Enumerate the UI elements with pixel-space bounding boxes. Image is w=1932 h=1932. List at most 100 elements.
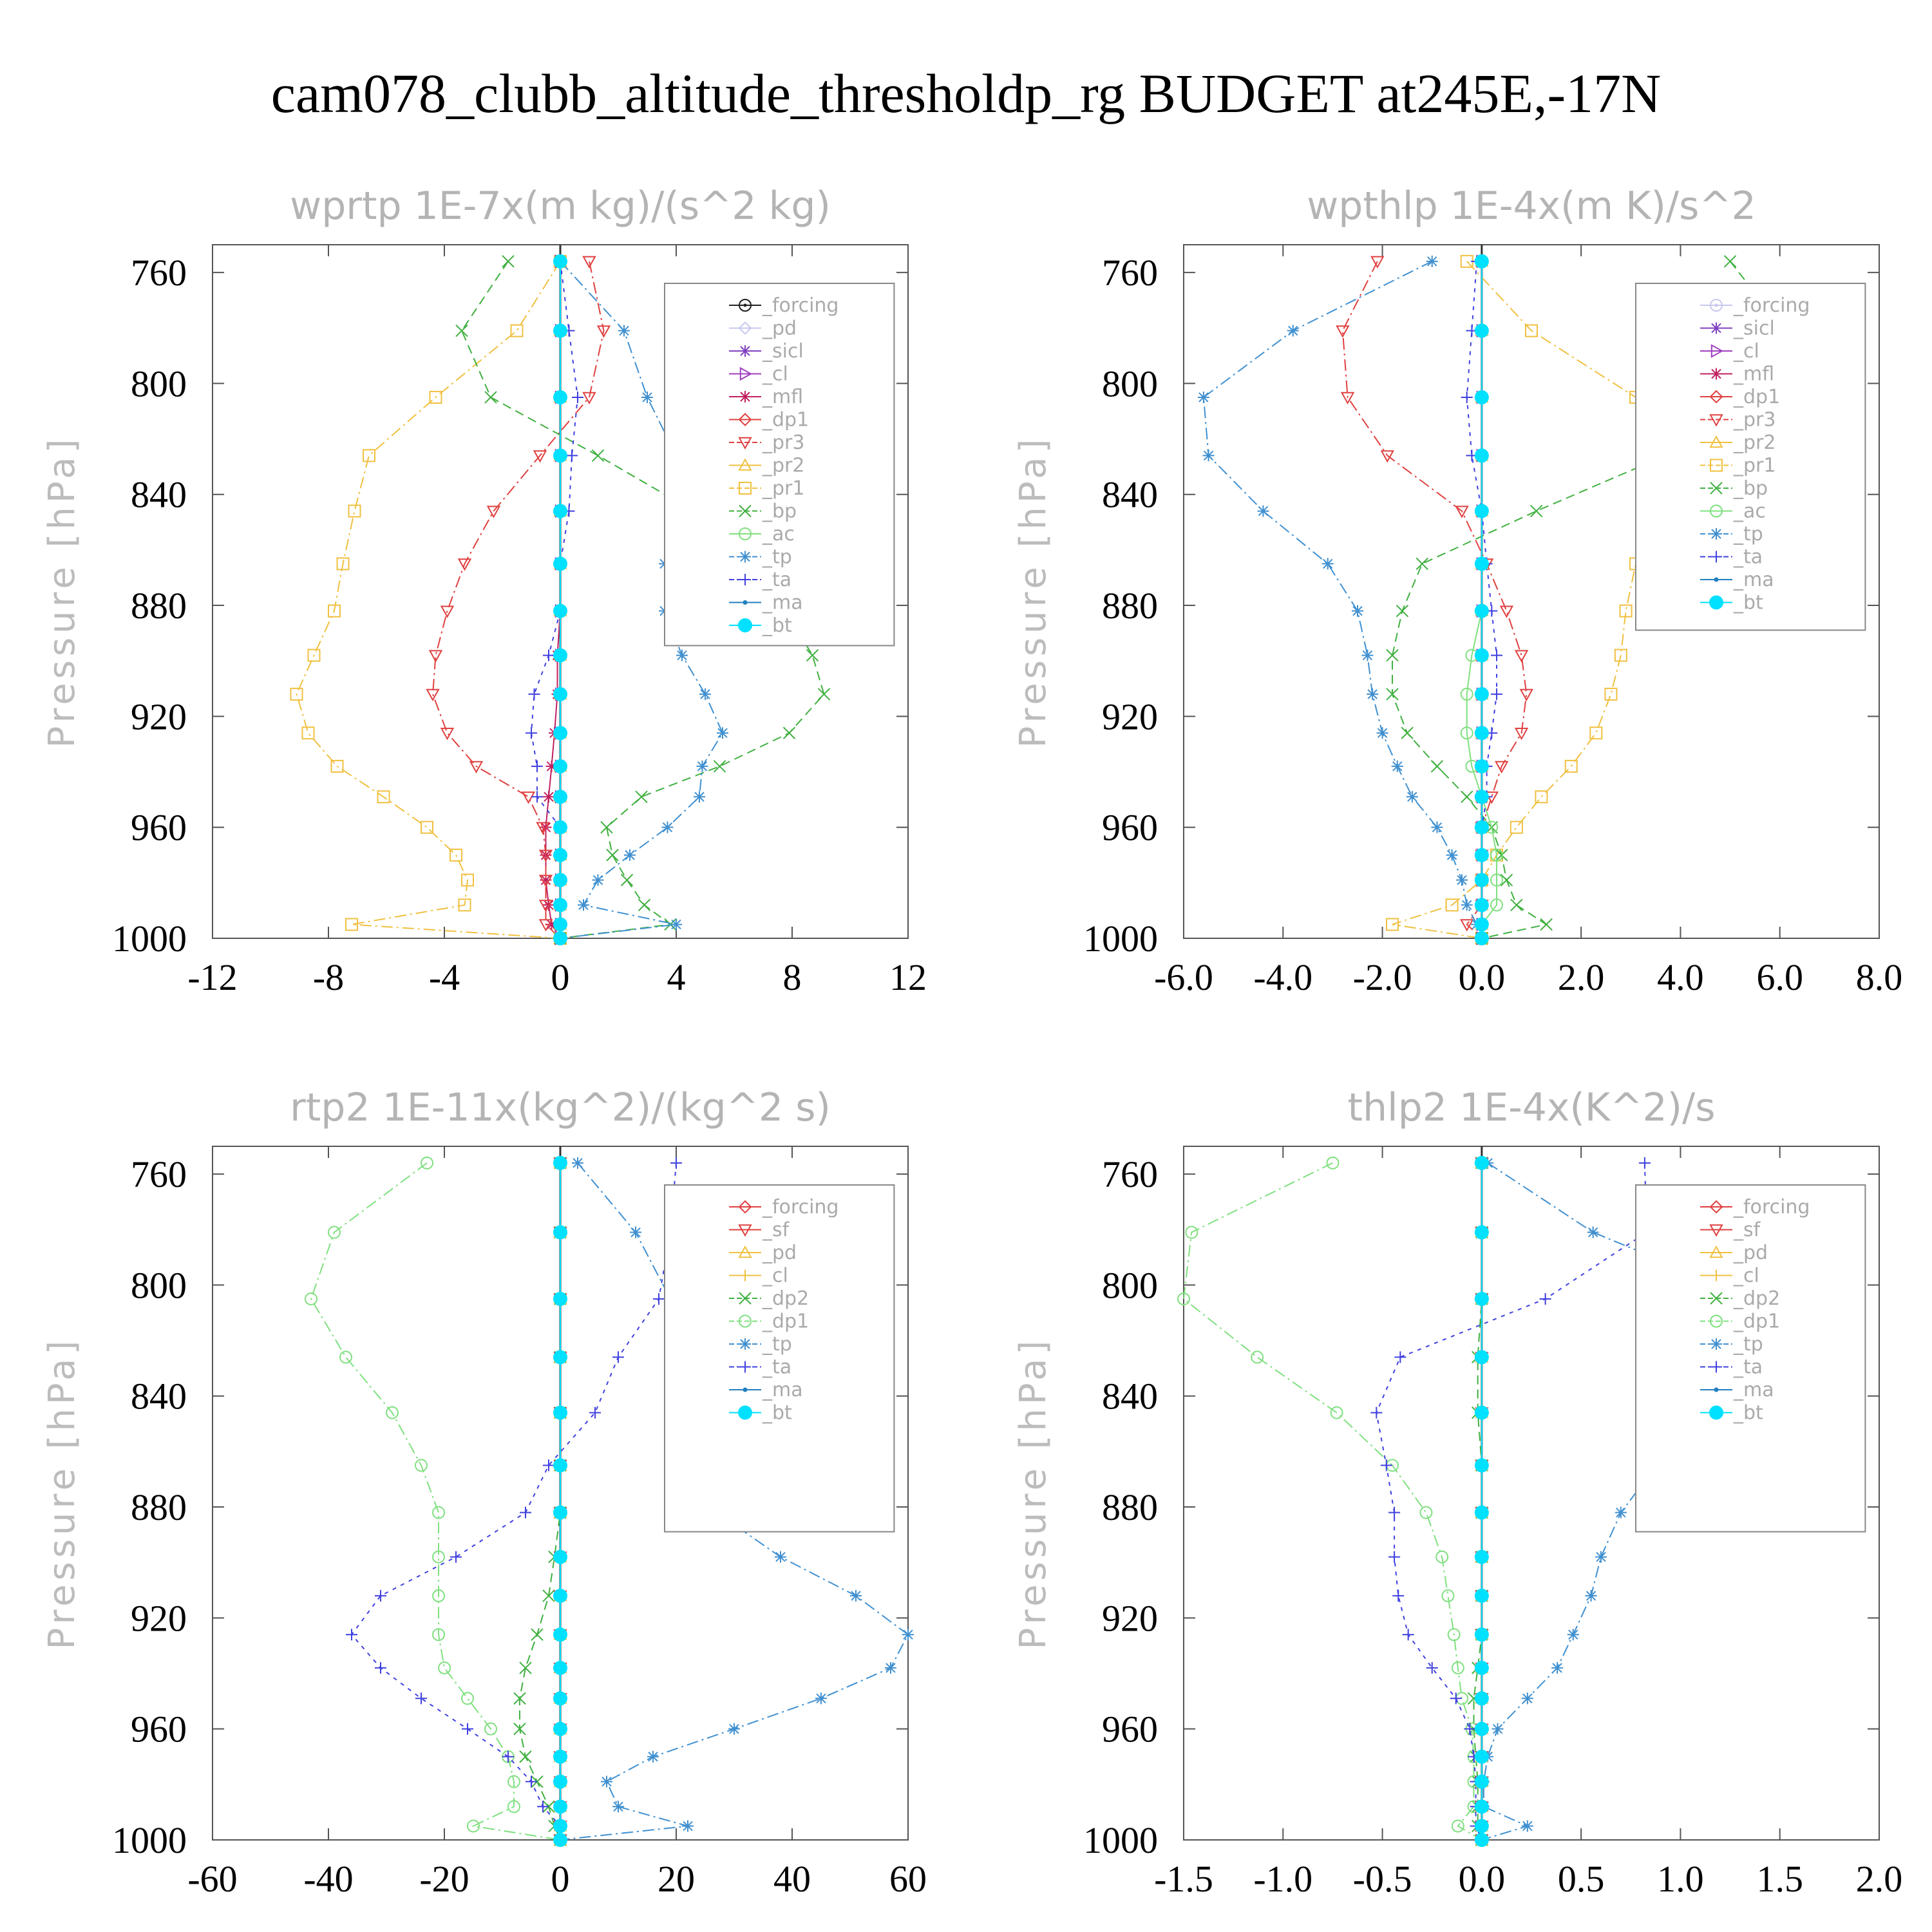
legend-label: _ma: [762, 592, 803, 614]
legend-entry: _bt: [729, 614, 792, 637]
legend-marker: [1710, 1269, 1722, 1282]
y-tick-label: 800: [131, 363, 187, 404]
data-point: [545, 760, 558, 772]
series-line: [1182, 1162, 1482, 1841]
data-point: [553, 898, 567, 913]
panel-title: wprtp 1E-7x(m kg)/(s^2 kg): [290, 184, 831, 229]
legend-entry: _pr3: [1700, 409, 1776, 431]
data-point: [553, 1405, 567, 1420]
series-line: [1376, 1162, 1648, 1841]
series-dp2: [1467, 1157, 1488, 1846]
data-point: [484, 1722, 497, 1736]
data-point: [1551, 1662, 1564, 1674]
data-point: [1474, 1799, 1489, 1814]
series-tp: [1197, 255, 1488, 944]
legend-label: _bt: [762, 1402, 792, 1425]
data-point: [775, 1551, 786, 1563]
data-point: [1461, 790, 1473, 803]
legend-marker: [739, 366, 753, 381]
x-tick-label: -20: [419, 1858, 469, 1900]
data-point: [1490, 898, 1503, 912]
data-point: [377, 790, 390, 804]
data-point: [1326, 1156, 1340, 1170]
data-point: [1539, 1293, 1551, 1305]
y-tick-label: 960: [1102, 807, 1158, 849]
series-bt: [1474, 1155, 1489, 1847]
data-point: [536, 822, 550, 835]
legend: _forcing_sicl_cl_mfl_dp1_pr3_pr2_pr1_bp_…: [1635, 283, 1866, 631]
y-tick-label: 800: [1102, 1264, 1158, 1306]
data-point: [1589, 726, 1603, 740]
data-point: [1340, 392, 1355, 404]
series-ta: [346, 1157, 682, 1846]
series-line: [1202, 260, 1482, 939]
data-point: [782, 726, 796, 739]
data-point: [850, 1589, 862, 1602]
legend-label: _ma: [762, 1379, 803, 1401]
x-tick-label: 6.0: [1756, 956, 1803, 998]
data-point: [545, 918, 558, 931]
legend-marker: [738, 1405, 752, 1420]
data-point: [1461, 391, 1473, 403]
data-point: [543, 1459, 554, 1472]
data-point: [1257, 505, 1269, 517]
data-point: [1615, 1506, 1627, 1519]
data-point: [1386, 688, 1399, 701]
data-point: [713, 760, 726, 773]
data-point: [1519, 688, 1533, 701]
legend-marker: [738, 437, 752, 450]
data-point: [1431, 821, 1443, 833]
legend-marker: [743, 600, 748, 605]
x-tick-label: 1.0: [1657, 1858, 1704, 1900]
legend-entry: _mfl: [729, 386, 803, 408]
y-tick-label: 1000: [112, 918, 187, 960]
y-tick-label: 880: [131, 585, 187, 627]
data-point: [1638, 1157, 1651, 1169]
data-point: [1441, 1589, 1455, 1602]
legend-entry: _bt: [729, 1402, 792, 1425]
legend-marker: [743, 1387, 748, 1392]
data-point: [450, 1551, 462, 1563]
data-point: [1352, 605, 1363, 617]
data-point: [328, 604, 341, 618]
panel-title: thlp2 1E-4x(K^2)/s: [1347, 1085, 1715, 1130]
series-mfl: [540, 255, 566, 944]
data-point: [538, 900, 553, 913]
series-line: [1466, 261, 1497, 938]
legend-entry: _dp1: [729, 409, 809, 431]
legend-marker: [739, 391, 751, 402]
legend-label: _dp1: [762, 1311, 809, 1333]
data-point: [301, 726, 315, 740]
data-point: [566, 450, 578, 462]
legend-label: _tp: [762, 1333, 792, 1356]
series-line: [519, 1162, 561, 1841]
data-point: [1185, 1226, 1198, 1239]
panel-3: rtp2 1E-11x(kg^2)/(kg^2 s) Pressure [hPa]…: [41, 1085, 927, 1900]
data-point: [462, 1723, 473, 1735]
data-point: [1474, 556, 1489, 571]
data-point: [1435, 1550, 1449, 1564]
data-point: [1430, 760, 1444, 773]
data-point: [553, 1225, 567, 1240]
legend-label: _pr1: [762, 477, 804, 500]
y-tick-label: 800: [1102, 363, 1158, 404]
legend-marker: [1709, 595, 1723, 610]
legend-entry: _ma: [729, 1379, 803, 1401]
y-tick-label: 960: [1102, 1709, 1158, 1750]
y-tick-label: 880: [131, 1486, 187, 1528]
series-pr3: [1336, 256, 1533, 946]
legend-entry: _ma: [1700, 569, 1774, 591]
data-point: [553, 1458, 567, 1473]
data-point: [696, 760, 708, 772]
legend-label: _ta: [762, 569, 791, 591]
data-point: [345, 918, 358, 931]
y-tick-label: 840: [131, 1376, 187, 1417]
data-point: [553, 759, 567, 773]
data-point: [520, 1506, 531, 1519]
data-point: [653, 1293, 665, 1305]
x-tick-label: 4: [667, 956, 686, 998]
legend-marker: [1709, 1224, 1723, 1237]
y-tick-label: 1000: [1083, 918, 1158, 960]
data-point: [528, 688, 540, 700]
data-point: [553, 1774, 567, 1789]
